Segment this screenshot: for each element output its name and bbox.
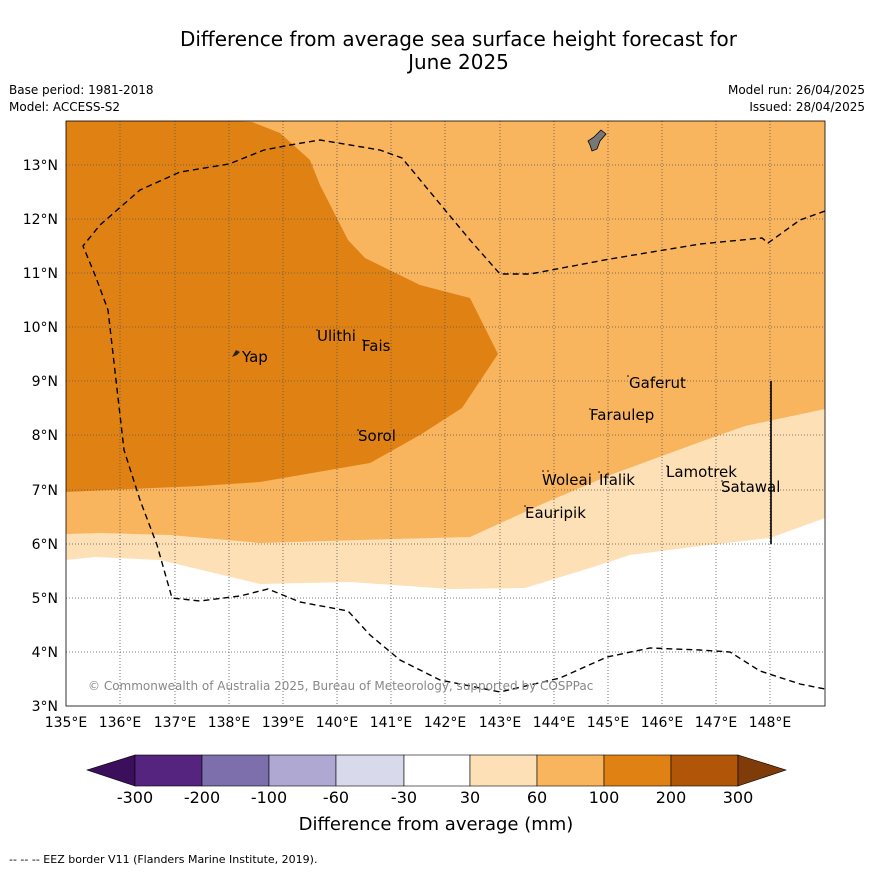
place-ifalik: Ifalik <box>599 471 635 489</box>
place-woleai: Woleai <box>542 471 592 489</box>
place-sorol: Sorol <box>358 427 396 445</box>
meta-right: Model run: 26/04/2025 Issued: 28/04/2025 <box>728 82 865 116</box>
place-gaferut: Gaferut <box>629 374 686 392</box>
contour-100-200 <box>66 121 498 492</box>
title-line-2: June 2025 <box>408 50 509 74</box>
place-ulithi: Ulithi <box>317 327 356 345</box>
colorbar-tick-8: 100 <box>589 788 620 807</box>
lon-tick-140: 140°E <box>316 715 359 731</box>
colorbar-tick-5: -30 <box>391 788 417 807</box>
base-period: Base period: 1981-2018 <box>9 83 154 97</box>
lon-tick-139: 139°E <box>262 715 305 731</box>
lat-tick-5: 5°N <box>32 591 58 607</box>
lon-tick-138: 138°E <box>208 715 251 731</box>
lon-tick-135: 135°E <box>45 715 88 731</box>
colorbar-tick-9: 200 <box>656 788 687 807</box>
colorbar-tick-7: 60 <box>527 788 547 807</box>
lon-tick-143: 143°E <box>479 715 522 731</box>
lon-tick-142: 142°E <box>424 715 467 731</box>
colorbar-tick-10: 300 <box>723 788 754 807</box>
place-faraulep: Faraulep <box>590 406 654 424</box>
colorbar-extend-high <box>737 754 787 787</box>
colorbar-swatch-1 <box>134 754 203 787</box>
colorbar-tick-3: -100 <box>251 788 287 807</box>
colorbar <box>86 754 787 787</box>
lat-tick-3: 3°N <box>32 699 58 715</box>
map-title: Difference from average sea surface heig… <box>0 28 873 74</box>
model-run: Model run: 26/04/2025 <box>727 83 865 97</box>
title-line-1: Difference from average sea surface heig… <box>179 27 738 51</box>
colorbar-tick-1: -300 <box>117 788 153 807</box>
lat-tick-11: 11°N <box>23 266 58 282</box>
model-name: Model: ACCESS-S2 <box>9 100 121 114</box>
place-markers <box>316 329 723 507</box>
lat-tick-12: 12°N <box>23 212 58 228</box>
place-lamotrek: Lamotrek <box>666 463 737 481</box>
colorbar-tick-4: -60 <box>323 788 349 807</box>
lat-tick-4: 4°N <box>32 645 58 661</box>
guam-island <box>587 129 607 152</box>
lon-tick-141: 141°E <box>370 715 413 731</box>
colorbar-extend-low <box>86 754 136 787</box>
colorbar-swatch-6 <box>469 754 538 787</box>
lat-tick-6: 6°N <box>32 537 58 553</box>
map-area <box>66 121 825 706</box>
lon-tick-146: 146°E <box>641 715 684 731</box>
colorbar-swatch-5 <box>403 754 471 787</box>
yap-island <box>232 350 240 357</box>
lat-tick-13: 13°N <box>23 158 58 174</box>
lon-tick-137: 137°E <box>154 715 197 731</box>
lon-tick-145: 145°E <box>587 715 630 731</box>
lon-tick-147: 147°E <box>695 715 738 731</box>
lat-tick-9: 9°N <box>32 374 58 390</box>
place-fais: Fais <box>362 337 391 355</box>
lat-tick-7: 7°N <box>32 483 58 499</box>
colorbar-label: Difference from average (mm) <box>299 814 574 835</box>
colorbar-swatch-9 <box>670 754 739 787</box>
graticule <box>66 121 825 706</box>
colorbar-swatch-2 <box>201 754 270 787</box>
colorbar-tick-2: -200 <box>184 788 220 807</box>
lon-tick-144: 144°E <box>533 715 576 731</box>
copyright-text: © Commonwealth of Australia 2025, Bureau… <box>88 679 593 693</box>
lat-tick-8: 8°N <box>32 428 58 444</box>
meta-left: Base period: 1981-2018 Model: ACCESS-S2 <box>9 82 154 116</box>
place-eauripik: Eauripik <box>525 504 586 522</box>
lon-tick-148: 148°E <box>749 715 792 731</box>
lat-tick-10: 10°N <box>23 320 58 336</box>
colorbar-swatch-7 <box>536 754 605 787</box>
place-satawal: Satawal <box>721 478 780 496</box>
issued-date: Issued: 28/04/2025 <box>749 100 865 114</box>
colorbar-tick-6: 30 <box>460 788 480 807</box>
colorbar-swatch-8 <box>603 754 672 787</box>
place-yap: Yap <box>241 348 268 366</box>
lon-tick-136: 136°E <box>99 715 142 731</box>
footnote-eez: -- -- -- EEZ border V11 (Flanders Marine… <box>9 853 318 866</box>
map-frame <box>65 120 826 707</box>
colorbar-swatch-4 <box>335 754 405 787</box>
colorbar-swatch-3 <box>268 754 337 787</box>
